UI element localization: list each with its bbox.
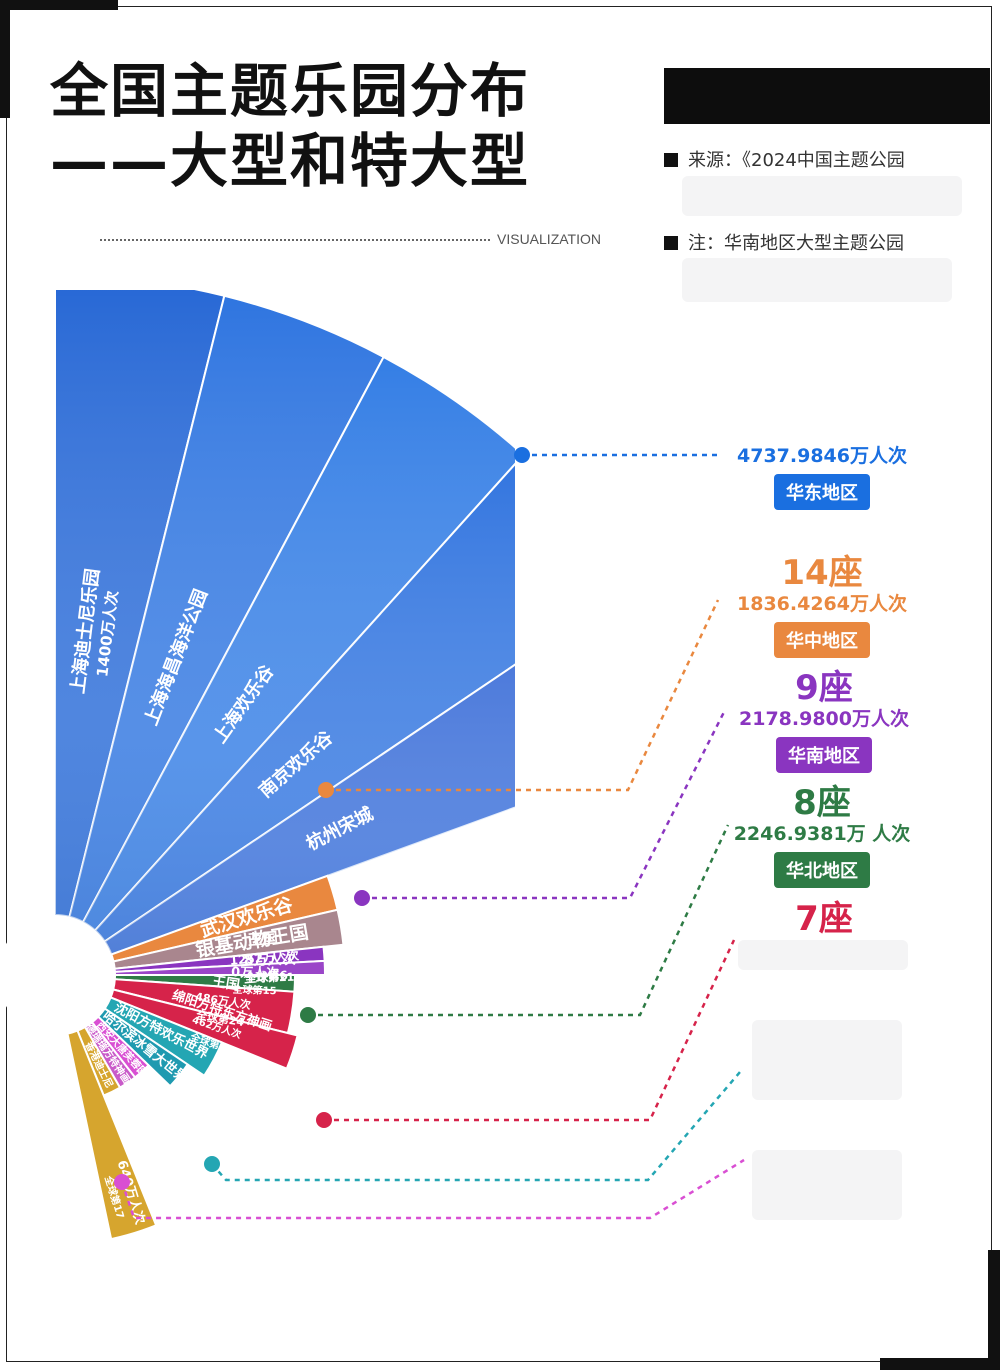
region-badge: 华南地区 — [776, 737, 872, 773]
title-line-2: ——大型和特大型 — [50, 127, 531, 195]
region-visits: 4737.9846万人次 — [737, 445, 907, 467]
connector-line — [326, 599, 720, 792]
corner-mark — [0, 0, 10, 118]
wedge-photo-overlay — [104, 664, 515, 955]
wedge-photo-overlay — [69, 295, 384, 923]
park-label: 8万人次 — [244, 951, 296, 969]
region-card-red: 7座 — [714, 900, 934, 938]
footnote-text: 注：华南地区大型主题公园 — [688, 233, 904, 254]
region-card-north: 8座 2246.9381万 人次 华北地区 — [712, 784, 932, 888]
title-divider — [100, 239, 490, 241]
page-title: 全国主题乐园分布 ——大型和特大型 — [50, 56, 530, 196]
blurred-text — [682, 258, 952, 302]
park-stat-label: 全球第15 — [231, 983, 276, 998]
park-wedge — [109, 988, 299, 1070]
corner-mark — [880, 1358, 1000, 1370]
connector-dot — [114, 1174, 130, 1190]
region-visits: 2246.9381万 人次 — [733, 823, 911, 845]
connector-line — [211, 1071, 741, 1182]
connector-line — [308, 824, 730, 1017]
region-badge: 华中地区 — [774, 622, 870, 658]
park-label: 王国 — [211, 974, 241, 994]
region-badge: 华北地区 — [774, 852, 870, 888]
park-label: 0万人次 — [231, 964, 280, 982]
park-label: 王国 — [247, 929, 278, 949]
connector-dot — [318, 782, 334, 798]
region-card-central: 14座 1836.4264万人次 华中地区 — [712, 554, 932, 658]
connector-dot — [354, 890, 370, 906]
connector-dot — [316, 1112, 332, 1128]
connector-dot — [514, 447, 530, 463]
footnote: 注：华南地区大型主题公园 — [664, 229, 904, 255]
region-card-east: 4737.9846万人次 华东地区 — [712, 444, 932, 510]
park-wedge — [66, 1029, 158, 1241]
wedge-photo-overlay — [55, 290, 225, 917]
bullet-square-icon — [664, 153, 678, 167]
region-count: 14座 — [781, 553, 863, 593]
source-text: 来源：《2024中国主题公园 — [688, 150, 905, 171]
page-frame — [6, 6, 992, 1362]
region-count: 7座 — [795, 899, 853, 939]
region-count: 8座 — [793, 783, 851, 823]
park-wedge — [112, 908, 345, 970]
wedge-photo-overlay — [95, 464, 515, 942]
blurred-card — [752, 1020, 902, 1100]
title-line-1: 全国主题乐园分布 — [50, 57, 531, 125]
park-stat-label: 全球第21 — [245, 970, 295, 985]
wedge-photo-overlay — [83, 356, 515, 931]
region-badge: 华东地区 — [774, 474, 870, 510]
park-stat-label: 1252万人次 — [229, 947, 299, 967]
connector-dot — [204, 1156, 220, 1172]
source-note: 来源：《2024中国主题公园 — [664, 146, 905, 172]
visualization-label: VISUALIZATION — [497, 231, 601, 247]
park-wedge — [113, 959, 327, 976]
redacted-header-bar — [664, 68, 990, 124]
region-visits: 1836.4264万人次 — [737, 593, 907, 615]
corner-mark — [988, 1250, 1000, 1370]
blurred-text — [738, 940, 908, 970]
park-wedge — [103, 996, 224, 1078]
region-visits: 2178.9800万人次 — [739, 708, 909, 730]
connector-dot — [300, 1007, 316, 1023]
blurred-text — [682, 176, 962, 216]
fan-hub — [0, 917, 113, 1033]
region-card-south: 9座 2178.9800万人次 华南地区 — [714, 669, 934, 773]
bullet-square-icon — [664, 236, 678, 250]
blurred-card — [752, 1150, 902, 1220]
region-count: 9座 — [795, 668, 853, 708]
park-stat-label: 全球第6 — [242, 967, 288, 986]
park-wedge — [96, 1007, 190, 1088]
corner-mark — [0, 0, 118, 10]
connector-line — [324, 939, 736, 1122]
